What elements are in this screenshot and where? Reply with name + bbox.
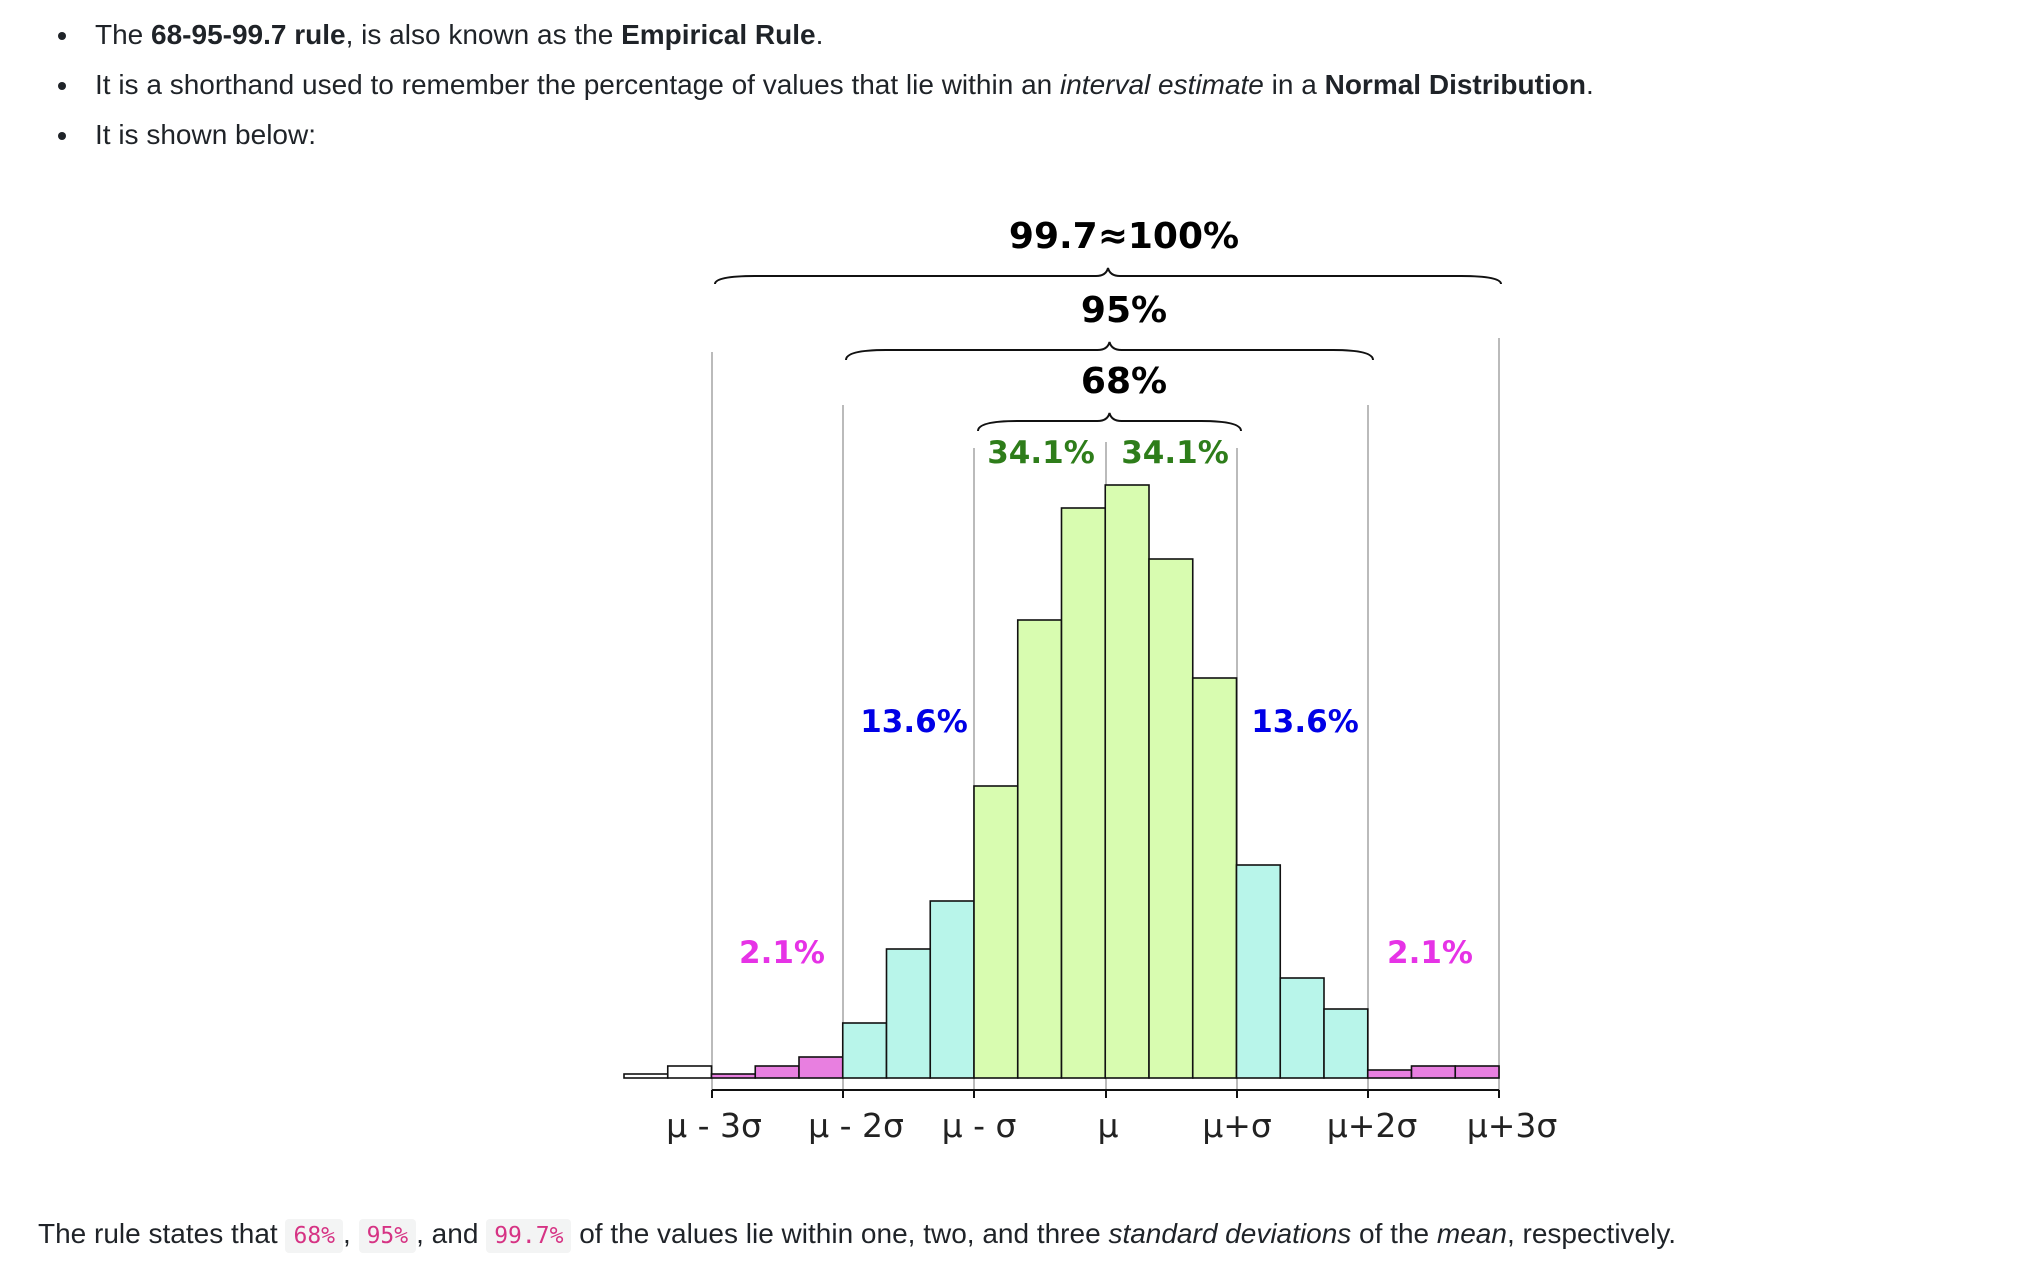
label-34-1-left: 34.1% bbox=[987, 435, 1095, 471]
histogram-bar bbox=[1323, 1008, 1369, 1079]
histogram-bar bbox=[1366, 1069, 1413, 1079]
histogram-bar bbox=[1148, 558, 1194, 1079]
label-99-7-percent: 99.7≈100% bbox=[1009, 216, 1239, 257]
x-axis bbox=[711, 1089, 1500, 1098]
interval-estimate-term: interval estimate bbox=[1060, 69, 1264, 100]
histogram-bar bbox=[1410, 1065, 1457, 1079]
tick-label-mu-minus-sigma: μ - σ bbox=[942, 1106, 1017, 1145]
label-13-6-right: 13.6% bbox=[1251, 704, 1359, 740]
rule-name: 68-95-99.7 rule bbox=[151, 19, 346, 50]
histogram-bar bbox=[929, 900, 975, 1079]
label-68-percent: 68% bbox=[1081, 361, 1167, 402]
label-95-percent: 95% bbox=[1081, 290, 1167, 331]
histogram-bar bbox=[1191, 677, 1238, 1079]
histogram-bar bbox=[885, 948, 932, 1079]
brace-99-7-percent bbox=[714, 267, 1502, 285]
bullet-list: The 68-95-99.7 rule, is also known as th… bbox=[58, 10, 1594, 160]
brace-95-percent bbox=[845, 341, 1374, 361]
histogram-bar bbox=[841, 1022, 888, 1079]
brace-68-percent bbox=[977, 412, 1242, 432]
tick-label-mu-plus-2sigma: μ+2σ bbox=[1327, 1106, 1418, 1145]
tick-label-mu-minus-3sigma: μ - 3σ bbox=[666, 1106, 762, 1145]
label-34-1-right: 34.1% bbox=[1121, 435, 1229, 471]
summary-paragraph: The rule states that 68%, 95%, and 99.7%… bbox=[38, 1218, 1676, 1253]
bullet-item-shown-below: It is shown below: bbox=[58, 110, 1594, 160]
code-68-percent: 68% bbox=[285, 1219, 344, 1253]
histogram-bar bbox=[710, 1073, 757, 1079]
label-2-1-left: 2.1% bbox=[739, 935, 825, 971]
histogram-bar bbox=[623, 1073, 669, 1079]
normal-distribution-term: Normal Distribution bbox=[1324, 69, 1586, 100]
bullet-item-definition: It is a shorthand used to remember the p… bbox=[58, 60, 1594, 110]
empirical-rule-figure: 99.7≈100% 95% 68% 34.1% 34.1% 13.6% 13.6… bbox=[623, 216, 1558, 1145]
label-13-6-left: 13.6% bbox=[860, 704, 968, 740]
histogram-bar bbox=[973, 785, 1019, 1079]
tick-label-mu-plus-sigma: μ+σ bbox=[1202, 1106, 1272, 1145]
code-95-percent: 95% bbox=[358, 1219, 417, 1253]
standard-deviations-term: standard deviations bbox=[1108, 1218, 1352, 1249]
histogram-bar bbox=[798, 1056, 844, 1079]
histogram-bar bbox=[1454, 1065, 1500, 1079]
bullet-item-rule-name: The 68-95-99.7 rule, is also known as th… bbox=[58, 10, 1594, 60]
percentage-braces bbox=[714, 267, 1502, 432]
label-2-1-right: 2.1% bbox=[1387, 935, 1473, 971]
histogram-bar bbox=[1104, 484, 1150, 1079]
histogram-bar bbox=[1279, 977, 1325, 1079]
mean-term: mean bbox=[1436, 1218, 1507, 1249]
tick-label-mu-minus-2sigma: μ - 2σ bbox=[808, 1106, 904, 1145]
histogram-bar bbox=[1016, 619, 1063, 1079]
code-99-7-percent: 99.7% bbox=[486, 1219, 572, 1253]
histogram-bar bbox=[754, 1065, 800, 1079]
histogram-bar bbox=[666, 1065, 713, 1079]
histogram-bar bbox=[1235, 864, 1282, 1079]
tick-label-mu: μ bbox=[1098, 1106, 1119, 1145]
histogram-bars bbox=[623, 484, 1500, 1079]
empirical-rule-term: Empirical Rule bbox=[621, 19, 816, 50]
tick-label-mu-plus-3sigma: μ+3σ bbox=[1467, 1106, 1558, 1145]
histogram-bar bbox=[1060, 507, 1107, 1079]
